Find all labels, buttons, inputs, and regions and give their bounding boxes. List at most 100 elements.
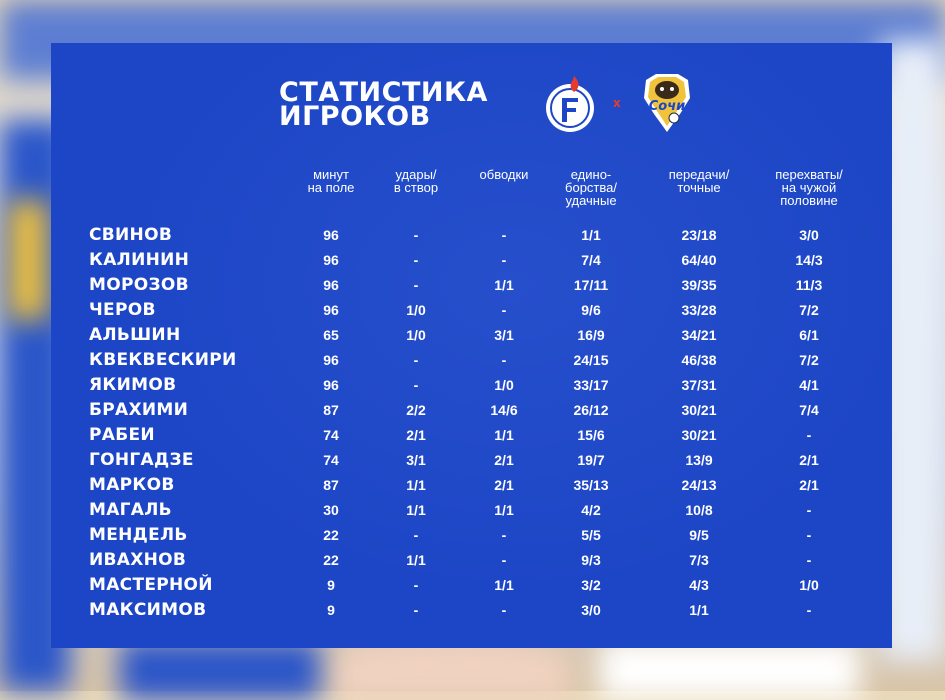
- stat-cell: -: [413, 602, 419, 618]
- stat-cell: 22: [323, 552, 339, 568]
- stat-cell: 16/9: [577, 327, 605, 343]
- stat-cell: 1/0: [406, 302, 426, 318]
- player-name: МАСТЕРНОЙ: [89, 575, 213, 595]
- stat-cell: 22: [323, 527, 339, 543]
- table-row: МЕНДЕЛЬ 22 - - 5/5 9/5 -: [51, 523, 892, 548]
- player-name: АЛЬШИН: [89, 325, 181, 345]
- stat-cell: 1/0: [799, 577, 819, 593]
- column-header: обводки: [479, 167, 529, 182]
- stat-cell: 1/1: [406, 552, 426, 568]
- table-row: КАЛИНИН 96 - - 7/4 64/40 14/3: [51, 248, 892, 273]
- column-header: перехваты/ на чужой половине: [775, 167, 843, 208]
- stat-cell: 24/15: [573, 352, 609, 368]
- stat-cell: 3/0: [581, 602, 601, 618]
- title-line-1: СТАТИСТИКА: [279, 77, 488, 108]
- stat-cell: 1/1: [494, 577, 514, 593]
- player-name: СВИНОВ: [89, 225, 173, 245]
- stat-cell: 13/9: [685, 452, 713, 468]
- stat-cell: 96: [323, 277, 339, 293]
- stat-cell: 2/1: [799, 452, 819, 468]
- stat-cell: 87: [323, 477, 339, 493]
- stat-cell: 39/35: [681, 277, 717, 293]
- table-row: СВИНОВ 96 - - 1/1 23/18 3/0: [51, 223, 892, 248]
- stat-cell: 1/1: [494, 277, 514, 293]
- sochi-logo-icon: Сочи: [644, 74, 690, 132]
- table-row: ЧЕРОВ 96 1/0 - 9/6 33/28 7/2: [51, 298, 892, 323]
- player-name: ИВАХНОВ: [89, 550, 187, 570]
- table-row: РАБЕИ 74 2/1 1/1 15/6 30/21 -: [51, 423, 892, 448]
- stat-cell: 96: [323, 377, 339, 393]
- stat-cell: -: [413, 227, 419, 243]
- table-row: МАКСИМОВ 9 - - 3/0 1/1 -: [51, 598, 892, 623]
- column-header: удары/ в створ: [393, 167, 439, 195]
- stat-cell: -: [413, 252, 419, 268]
- stat-cell: 64/40: [681, 252, 717, 268]
- stat-cell: 30/21: [681, 427, 717, 443]
- stat-cell: -: [806, 427, 812, 443]
- player-name: МАРКОВ: [89, 475, 175, 495]
- player-name: МОРОЗОВ: [89, 275, 189, 295]
- stat-cell: -: [501, 602, 507, 618]
- player-name: МАКСИМОВ: [89, 600, 207, 620]
- stat-cell: 2/1: [494, 452, 514, 468]
- stat-cell: 14/3: [795, 252, 823, 268]
- stat-cell: 15/6: [577, 427, 605, 443]
- player-name: ЯКИМОВ: [89, 375, 177, 395]
- stat-cell: 23/18: [681, 227, 717, 243]
- player-name: ЧЕРОВ: [89, 300, 156, 320]
- background-blur: [8, 200, 48, 320]
- stat-cell: 96: [323, 252, 339, 268]
- versus-separator: x: [613, 96, 621, 110]
- stat-cell: 87: [323, 402, 339, 418]
- stat-cell: 4/3: [689, 577, 709, 593]
- stat-cell: -: [806, 602, 812, 618]
- stat-cell: 9/5: [689, 527, 709, 543]
- stat-cell: 74: [323, 427, 339, 443]
- stat-cell: -: [501, 227, 507, 243]
- stat-cell: -: [501, 352, 507, 368]
- player-name: РАБЕИ: [89, 425, 155, 445]
- table-row: МОРОЗОВ 96 - 1/1 17/11 39/35 11/3: [51, 273, 892, 298]
- stat-cell: 3/0: [799, 227, 819, 243]
- background-blur: [120, 640, 320, 700]
- stat-cell: 30/21: [681, 402, 717, 418]
- stat-cell: 34/21: [681, 327, 717, 343]
- stat-cell: 3/1: [406, 452, 426, 468]
- stat-cell: 30: [323, 502, 339, 518]
- table-row: МАСТЕРНОЙ 9 - 1/1 3/2 4/3 1/0: [51, 573, 892, 598]
- stat-cell: 96: [323, 352, 339, 368]
- stat-cell: 2/1: [494, 477, 514, 493]
- table-row: АЛЬШИН 65 1/0 3/1 16/9 34/21 6/1: [51, 323, 892, 348]
- stat-cell: 2/2: [406, 402, 426, 418]
- stat-cell: -: [501, 252, 507, 268]
- stat-cell: 3/1: [494, 327, 514, 343]
- stat-cell: 2/1: [406, 427, 426, 443]
- stat-cell: 7/2: [799, 302, 819, 318]
- player-name: КАЛИНИН: [89, 250, 190, 270]
- stats-card: СТАТИСТИКА ИГРОКОВ x Сочи минут на поле у…: [51, 43, 892, 648]
- stat-cell: 11/3: [795, 277, 823, 293]
- stat-cell: -: [413, 277, 419, 293]
- stat-cell: 14/6: [490, 402, 518, 418]
- stat-cell: 2/1: [799, 477, 819, 493]
- stat-cell: 46/38: [681, 352, 717, 368]
- stat-cell: 1/1: [494, 427, 514, 443]
- stat-cell: -: [806, 552, 812, 568]
- stat-cell: 1/0: [406, 327, 426, 343]
- column-header: едино- борства/ удачные: [565, 167, 617, 208]
- background-blur: [600, 640, 860, 700]
- player-name: МАГАЛЬ: [89, 500, 172, 520]
- stat-cell: 9/3: [581, 552, 601, 568]
- stat-cell: 1/0: [494, 377, 514, 393]
- stat-cell: 9: [327, 602, 335, 618]
- stat-cell: 24/13: [681, 477, 717, 493]
- stat-cell: 96: [323, 227, 339, 243]
- page-title: СТАТИСТИКА ИГРОКОВ: [279, 77, 488, 130]
- stat-cell: 3/2: [581, 577, 601, 593]
- stat-cell: 7/4: [799, 402, 819, 418]
- fakel-logo-icon: [546, 76, 594, 132]
- stat-cell: 9: [327, 577, 335, 593]
- table-row: МАРКОВ 87 1/1 2/1 35/13 24/13 2/1: [51, 473, 892, 498]
- stat-cell: -: [413, 352, 419, 368]
- stat-cell: 35/13: [573, 477, 609, 493]
